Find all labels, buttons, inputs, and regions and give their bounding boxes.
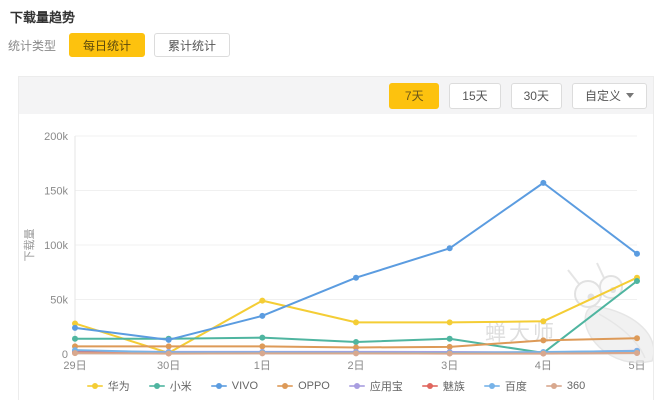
legend-item-6[interactable]: 百度 bbox=[483, 378, 527, 394]
data-point bbox=[540, 337, 547, 344]
page-title: 下载量趋势 bbox=[10, 10, 76, 25]
data-point bbox=[446, 319, 453, 326]
filter-label: 统计类型 bbox=[8, 38, 57, 53]
legend-item-0[interactable]: 华为 bbox=[86, 378, 130, 394]
data-point bbox=[446, 335, 453, 342]
y-tick-label: 50k bbox=[50, 295, 68, 307]
data-point bbox=[259, 312, 266, 319]
range-7-days-button[interactable]: 7天 bbox=[389, 82, 440, 109]
data-point bbox=[540, 350, 547, 357]
range-30-days-button[interactable]: 30天 bbox=[510, 82, 562, 109]
legend-label: 小米 bbox=[169, 381, 192, 393]
data-point bbox=[446, 350, 453, 357]
legend-item-1[interactable]: 小米 bbox=[148, 378, 192, 394]
legend-marker-icon bbox=[277, 383, 294, 390]
data-point bbox=[259, 334, 266, 341]
y-tick-label: 200k bbox=[44, 131, 68, 143]
x-tick-label: 3日 bbox=[441, 360, 458, 372]
data-point bbox=[353, 319, 359, 326]
data-point bbox=[72, 350, 78, 357]
tab-daily-stats[interactable]: 每日统计 bbox=[69, 33, 146, 57]
legend-label: 魅族 bbox=[442, 381, 465, 393]
chart-legend: 华为 小米 VIVO OPPO 应用宝 魅族 百度 360 bbox=[19, 378, 653, 394]
data-point bbox=[72, 320, 78, 327]
data-point bbox=[634, 335, 640, 342]
data-point bbox=[353, 339, 359, 346]
legend-label: 应用宝 bbox=[369, 381, 403, 393]
legend-item-7[interactable]: 360 bbox=[545, 380, 586, 392]
data-point bbox=[353, 274, 359, 281]
data-point bbox=[353, 350, 359, 357]
data-point bbox=[540, 318, 547, 325]
legend-label: 华为 bbox=[107, 381, 130, 393]
data-point bbox=[540, 179, 547, 186]
data-point bbox=[634, 350, 640, 357]
chart-area: 0 50k 100k 150k 200k 29日 30日 1日 2日 3日 4日 5日 下载量 蝉大师 华… bbox=[19, 114, 653, 400]
y-tick-label: 150k bbox=[44, 186, 68, 198]
legend-item-5[interactable]: 魅族 bbox=[421, 378, 465, 394]
data-point bbox=[446, 245, 453, 252]
x-tick-label: 29日 bbox=[63, 360, 86, 372]
data-point bbox=[72, 335, 78, 342]
x-tick-label: 2日 bbox=[347, 360, 364, 372]
data-point bbox=[259, 350, 266, 357]
legend-label: OPPO bbox=[298, 380, 330, 392]
data-point bbox=[72, 324, 78, 331]
legend-marker-icon bbox=[421, 383, 438, 390]
x-tick-label: 1日 bbox=[254, 360, 271, 372]
legend-item-2[interactable]: VIVO bbox=[210, 380, 259, 392]
legend-label: 百度 bbox=[504, 381, 527, 393]
data-point bbox=[165, 343, 172, 350]
y-tick-label: 0 bbox=[62, 349, 68, 361]
legend-label: 360 bbox=[566, 380, 586, 392]
legend-marker-icon bbox=[348, 383, 365, 390]
y-tick-label: 100k bbox=[44, 240, 68, 252]
range-custom-button[interactable]: 自定义 bbox=[571, 82, 647, 109]
legend-label: VIVO bbox=[231, 380, 259, 392]
range-toolbar: 7天 15天 30天 自定义 bbox=[19, 77, 653, 114]
statistic-type-filter: 统计类型 每日统计 累计统计 bbox=[8, 33, 239, 57]
data-point bbox=[259, 297, 266, 304]
data-point bbox=[446, 343, 453, 350]
data-point bbox=[165, 350, 172, 357]
legend-marker-icon bbox=[148, 383, 165, 390]
watermark-text: 蝉大师 bbox=[485, 322, 557, 345]
y-axis-title: 下载量 bbox=[23, 229, 36, 262]
legend-marker-icon bbox=[483, 383, 500, 390]
chevron-down-icon bbox=[626, 93, 634, 98]
x-tick-label: 30日 bbox=[157, 360, 180, 372]
x-tick-label: 4日 bbox=[535, 360, 552, 372]
data-point bbox=[165, 336, 172, 343]
legend-item-3[interactable]: OPPO bbox=[277, 380, 330, 392]
data-point bbox=[634, 250, 640, 257]
legend-marker-icon bbox=[210, 383, 227, 390]
legend-marker-icon bbox=[86, 383, 103, 390]
tab-cumulative-stats[interactable]: 累计统计 bbox=[154, 33, 231, 57]
legend-item-4[interactable]: 应用宝 bbox=[348, 378, 403, 394]
legend-marker-icon bbox=[545, 383, 562, 390]
chart-card: 7天 15天 30天 自定义 0 50k 100k 150k 200k 29日 30日 1日 2… bbox=[18, 76, 654, 400]
range-custom-label: 自定义 bbox=[584, 89, 621, 103]
data-point bbox=[634, 277, 640, 284]
data-point bbox=[259, 343, 266, 350]
range-15-days-button[interactable]: 15天 bbox=[449, 82, 501, 109]
data-point bbox=[353, 344, 359, 351]
